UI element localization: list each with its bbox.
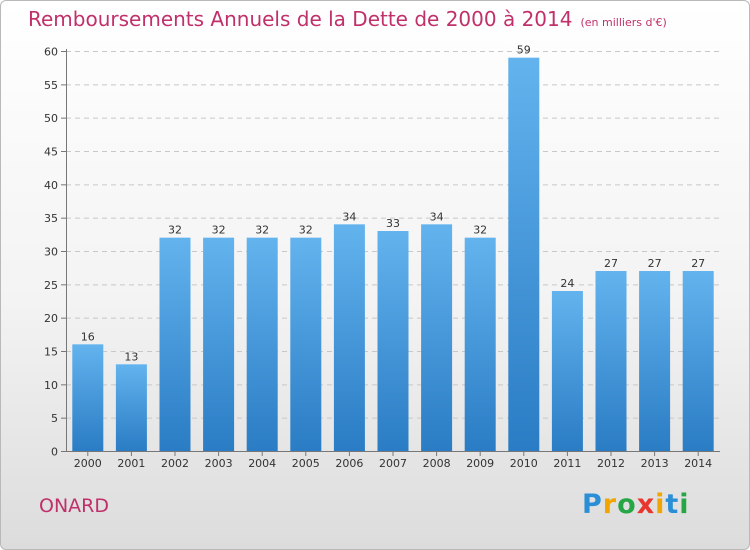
logo-letter: t — [665, 489, 680, 520]
bar-2011[interactable] — [551, 291, 583, 451]
data-label: 27 — [648, 257, 662, 270]
y-tick-label: 55 — [44, 79, 58, 92]
data-label: 27 — [604, 257, 618, 270]
logo-letter: o — [617, 489, 637, 520]
bar-2009[interactable] — [464, 237, 496, 451]
y-tick-label: 20 — [44, 312, 58, 325]
bar-2000[interactable] — [72, 344, 104, 451]
bar-2010[interactable] — [508, 57, 540, 452]
data-label: 24 — [560, 277, 574, 290]
logo-letter: r — [602, 489, 618, 520]
x-tick-label: 2003 — [205, 457, 233, 470]
x-tick-label: 2013 — [641, 457, 669, 470]
logo-letter: i — [655, 489, 666, 520]
x-tick-label: 2001 — [117, 457, 145, 470]
chart-subtitle: (en milliers d'€) — [580, 16, 667, 29]
bar-2012[interactable] — [595, 271, 627, 451]
logo-letter: x — [636, 489, 656, 520]
bar-2006[interactable] — [333, 224, 365, 451]
data-label: 33 — [386, 217, 400, 230]
data-label: 32 — [212, 224, 226, 237]
data-label: 13 — [124, 350, 138, 363]
data-label: 32 — [168, 224, 182, 237]
x-tick-label: 2005 — [292, 457, 320, 470]
bar-2005[interactable] — [290, 237, 322, 451]
y-tick-label: 5 — [51, 412, 58, 425]
bar-2002[interactable] — [159, 237, 191, 451]
chart-title: Remboursements Annuels de la Dette de 20… — [28, 7, 667, 31]
bars — [72, 57, 714, 452]
data-label: 32 — [255, 224, 269, 237]
data-label: 34 — [430, 210, 444, 223]
y-tick-label: 30 — [44, 246, 58, 259]
logo-letter: i — [679, 489, 690, 520]
y-tick-label: 25 — [44, 279, 58, 292]
x-tick-label: 2000 — [74, 457, 102, 470]
x-tick-label: 2007 — [379, 457, 407, 470]
x-tick-label: 2008 — [423, 457, 451, 470]
data-label: 16 — [81, 330, 95, 343]
y-tick-label: 60 — [44, 46, 58, 59]
chart-title-text: Remboursements Annuels de la Dette de 20… — [28, 7, 573, 31]
y-tick-label: 35 — [44, 212, 58, 225]
data-label: 27 — [691, 257, 705, 270]
y-tick-label: 40 — [44, 179, 58, 192]
bar-2004[interactable] — [246, 237, 278, 451]
x-tick-label: 2006 — [335, 457, 363, 470]
data-label: 34 — [342, 210, 356, 223]
bar-2014[interactable] — [682, 271, 714, 451]
bar-2007[interactable] — [377, 231, 409, 451]
x-tick-label: 2004 — [248, 457, 276, 470]
place-name: ONARD — [39, 495, 109, 517]
proxiti-logo[interactable]: Proxiti — [582, 489, 690, 520]
bar-2013[interactable] — [639, 271, 671, 451]
x-tick-label: 2009 — [466, 457, 494, 470]
y-tick-label: 15 — [44, 346, 58, 359]
data-label: 32 — [473, 224, 487, 237]
bar-2001[interactable] — [115, 364, 147, 451]
y-tick-label: 0 — [51, 446, 58, 459]
axes — [61, 49, 720, 456]
x-tick-label: 2002 — [161, 457, 189, 470]
logo-letter: P — [582, 489, 603, 520]
y-tick-label: 50 — [44, 112, 58, 125]
labels: 0 5 10 15 20 25 30 35 40 45 50 55 60 16 2000 13 2001 32 20… — [44, 44, 712, 470]
y-tick-label: 45 — [44, 146, 58, 159]
x-tick-label: 2011 — [553, 457, 581, 470]
data-label: 59 — [517, 44, 531, 57]
x-tick-label: 2012 — [597, 457, 625, 470]
x-tick-label: 2014 — [684, 457, 712, 470]
bar-2008[interactable] — [421, 224, 453, 451]
data-label: 32 — [299, 224, 313, 237]
x-tick-label: 2010 — [510, 457, 538, 470]
y-tick-label: 10 — [44, 379, 58, 392]
bar-2003[interactable] — [203, 237, 235, 451]
